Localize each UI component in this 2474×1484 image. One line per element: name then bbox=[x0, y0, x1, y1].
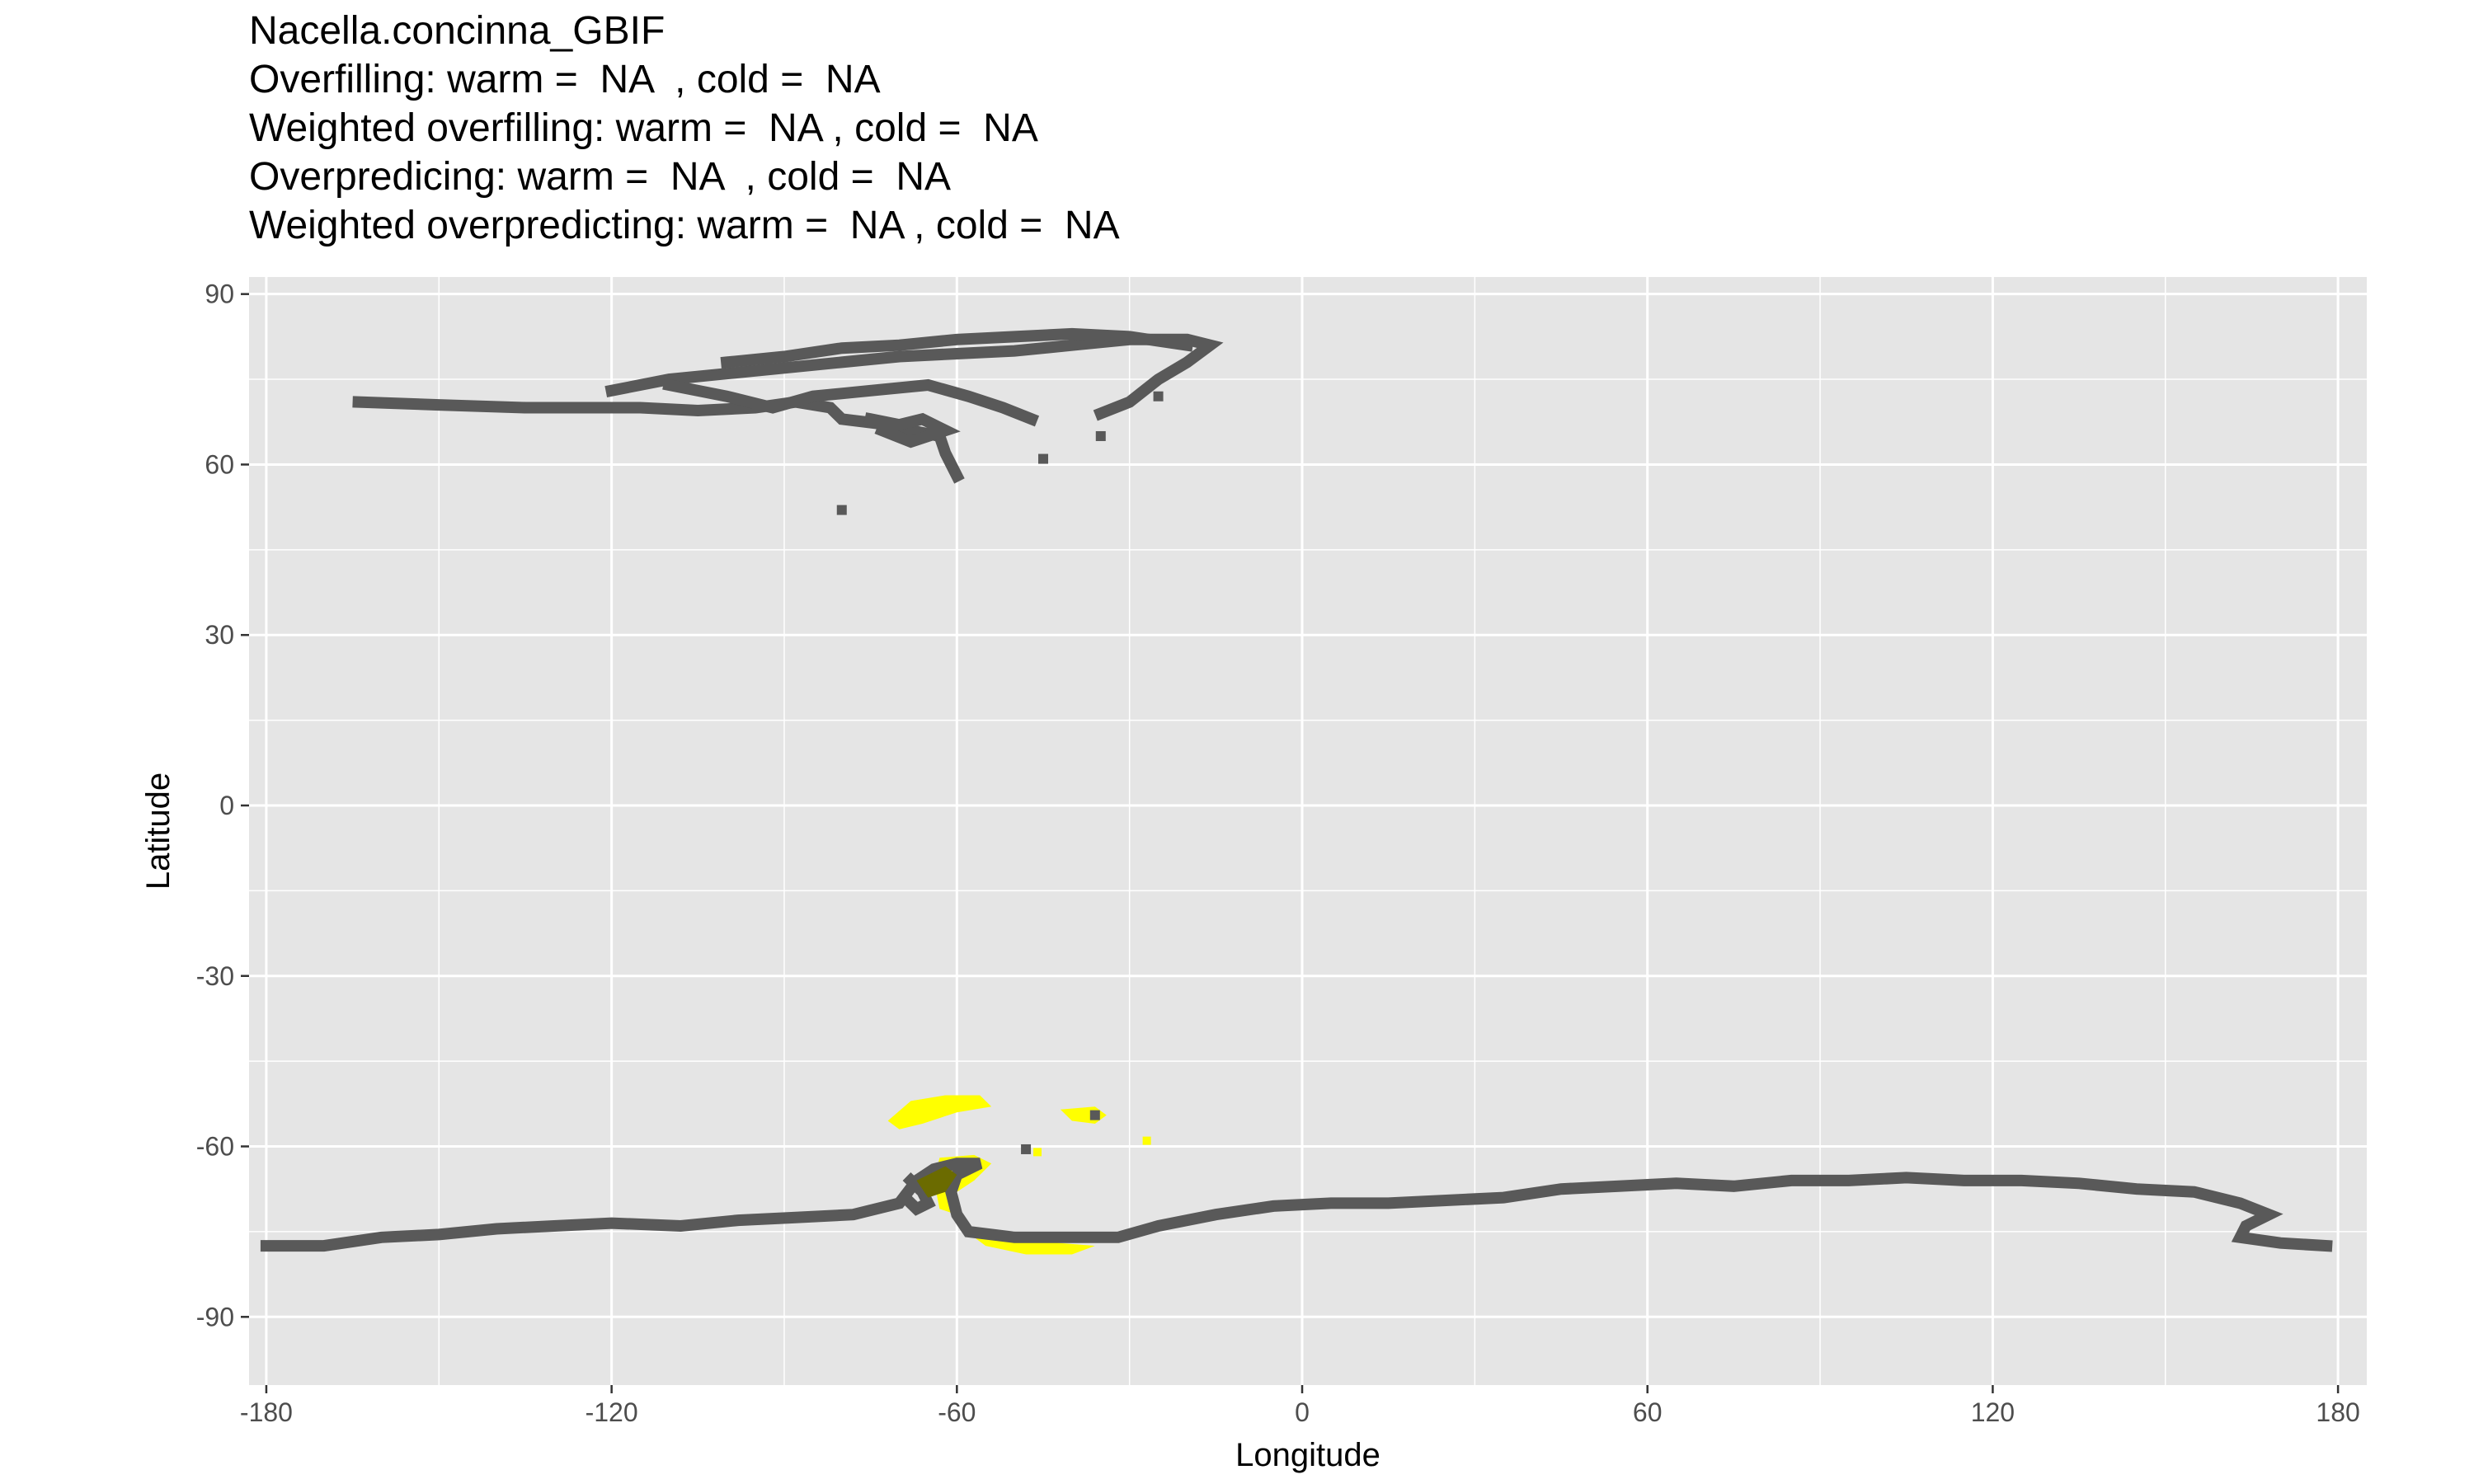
range-cell-path bbox=[662, 378, 1040, 427]
overlap-cell-area bbox=[916, 1166, 957, 1198]
x-tick-label: -60 bbox=[938, 1397, 976, 1427]
subtitle-overpredicing: Overpredicing: warm = NA , cold = NA bbox=[249, 155, 951, 199]
y-axis-title: Latitude bbox=[140, 773, 176, 890]
predicted-cell bbox=[1033, 1148, 1042, 1157]
range-cell bbox=[1095, 430, 1106, 441]
plot-panel bbox=[249, 277, 2367, 1385]
range-cell-path bbox=[896, 1172, 936, 1216]
y-axis: 90 60 30 0 -30 -60 -90 bbox=[196, 279, 249, 1331]
chart-title: Nacella.concinna_GBIF bbox=[249, 9, 666, 53]
y-tick-label: 90 bbox=[205, 279, 234, 309]
range-cell-path bbox=[863, 412, 961, 448]
x-tick-label: -120 bbox=[586, 1397, 638, 1427]
x-tick-label: 180 bbox=[2316, 1397, 2359, 1427]
overlap-layer bbox=[916, 1166, 957, 1198]
x-axis: -180 -120 -60 0 60 120 180 bbox=[240, 1385, 2360, 1427]
x-tick-label: 0 bbox=[1295, 1397, 1310, 1427]
range-cell bbox=[836, 505, 847, 515]
major-grid bbox=[249, 277, 2367, 1385]
chart-title-block: Nacella.concinna_GBIF Overfilling: warm … bbox=[249, 7, 1120, 250]
subtitle-overfilling: Overfilling: warm = NA , cold = NA bbox=[249, 58, 881, 101]
y-tick-label: -30 bbox=[196, 961, 234, 991]
range-cell bbox=[1021, 1144, 1032, 1154]
predicted-cell-area bbox=[887, 1095, 992, 1129]
range-cell bbox=[1038, 453, 1048, 464]
range-cell bbox=[1153, 391, 1164, 402]
y-tick-label: 30 bbox=[205, 620, 234, 650]
range-layer bbox=[260, 327, 2333, 1252]
y-tick-label: 60 bbox=[205, 449, 234, 479]
y-tick-label: 0 bbox=[219, 791, 234, 820]
range-cell bbox=[1089, 1110, 1100, 1120]
subtitle-weighted-overpredicting: Weighted overpredicting: warm = NA , col… bbox=[249, 204, 1120, 247]
x-axis-title: Longitude bbox=[1235, 1437, 1380, 1473]
subtitle-weighted-overfilling: Weighted overfilling: warm = NA , cold =… bbox=[249, 106, 1038, 150]
y-tick-label: -90 bbox=[196, 1302, 234, 1331]
range-cell-path bbox=[260, 1158, 2333, 1252]
range-cell-path bbox=[604, 333, 1224, 421]
x-tick-label: 60 bbox=[1633, 1397, 1663, 1427]
minor-grid bbox=[249, 277, 2367, 1385]
range-cell-path bbox=[720, 327, 1194, 369]
x-tick-label: 120 bbox=[1971, 1397, 2015, 1427]
y-tick-label: -60 bbox=[196, 1132, 234, 1162]
predicted-cell bbox=[1142, 1136, 1151, 1145]
x-tick-label: -180 bbox=[240, 1397, 293, 1427]
